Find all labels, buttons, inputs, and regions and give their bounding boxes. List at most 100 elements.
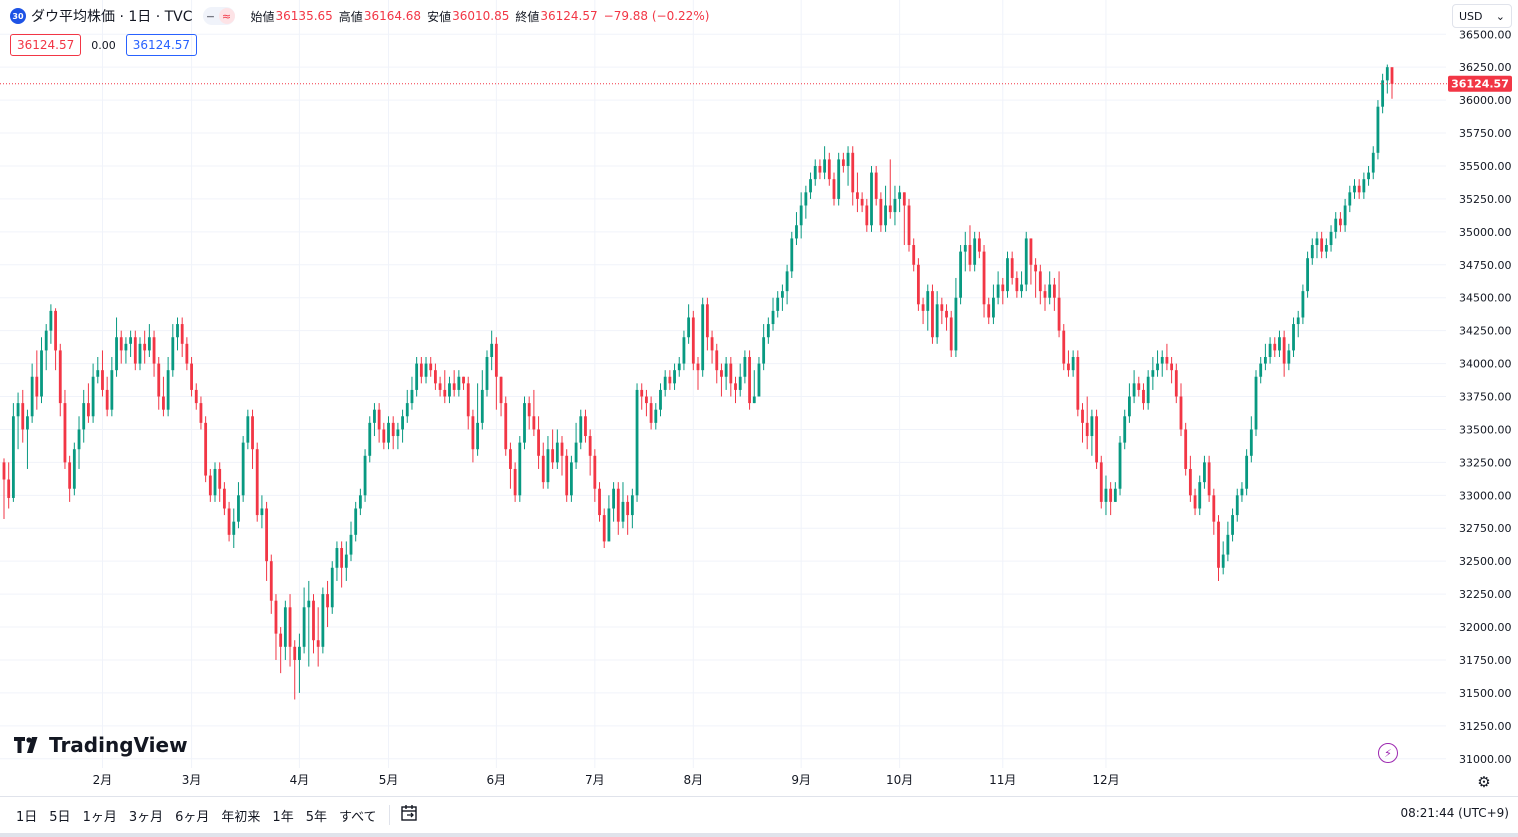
tradingview-logo[interactable]: TradingView: [14, 733, 188, 757]
candle: [616, 482, 620, 535]
candle: [471, 409, 475, 463]
candle: [480, 370, 484, 430]
candle: [466, 376, 470, 430]
candle: [795, 212, 798, 246]
candle-body: [654, 409, 658, 423]
candle-body: [1057, 297, 1061, 331]
hide-legend-icon[interactable]: −: [205, 9, 216, 23]
candle: [1156, 350, 1159, 377]
range-5d[interactable]: 5日: [49, 809, 71, 825]
candle: [968, 225, 972, 272]
chart-canvas[interactable]: 36124.57 31000.00 31250.00 31500.00 31750.0…: [0, 0, 1518, 796]
gear-icon[interactable]: ⚙: [1477, 773, 1491, 791]
candle-body: [560, 442, 564, 456]
candle-body: [762, 337, 766, 364]
candle-body: [152, 337, 156, 364]
candle-body: [1076, 356, 1080, 410]
time-tick-label: 12月: [1092, 773, 1119, 787]
approx-icon[interactable]: ≈: [218, 8, 235, 24]
candle: [1207, 455, 1211, 502]
candle: [996, 271, 1000, 305]
candle: [190, 356, 193, 397]
candle: [1165, 343, 1169, 371]
candle-body: [1240, 488, 1244, 496]
candle: [598, 482, 601, 522]
range-1m[interactable]: 1ヶ月: [82, 809, 117, 825]
candle-body: [949, 317, 953, 351]
candle-body: [373, 409, 376, 423]
range-3m[interactable]: 3ヶ月: [128, 809, 164, 825]
buy-button[interactable]: 36124.57: [125, 34, 198, 56]
candle-body: [1062, 330, 1066, 364]
candle: [541, 442, 545, 489]
candle-body: [748, 356, 751, 404]
candle: [162, 376, 165, 417]
candle: [1085, 396, 1089, 450]
price-tick-label: 32750.00: [1459, 522, 1512, 535]
candle: [7, 462, 11, 509]
price-tick-label: 33750.00: [1459, 391, 1512, 404]
candle: [940, 297, 944, 325]
price-tick-label: 33250.00: [1459, 456, 1512, 469]
candle: [1118, 436, 1122, 496]
candle: [720, 363, 723, 397]
sell-button[interactable]: 36124.57: [10, 34, 82, 56]
range-1d[interactable]: 1日: [16, 809, 38, 825]
candle-body: [668, 376, 672, 384]
candle: [837, 152, 841, 206]
candle-body: [902, 192, 906, 206]
price-tick-label: 34750.00: [1459, 259, 1512, 272]
legend-toggle[interactable]: − ≈: [202, 7, 235, 25]
range-1y[interactable]: 1年: [272, 809, 294, 825]
candle-body: [584, 416, 587, 437]
candle: [504, 396, 508, 456]
lightning-icon[interactable]: ⚡: [1378, 743, 1398, 763]
candle: [330, 561, 334, 614]
candle: [1353, 179, 1356, 199]
range-ytd[interactable]: 年初来: [221, 809, 261, 825]
high-label: 高値: [338, 9, 363, 24]
calendar-goto-icon[interactable]: [400, 804, 418, 826]
candle: [898, 185, 902, 213]
candle-body: [1043, 291, 1047, 298]
candle-body: [1203, 462, 1206, 483]
candle-body: [720, 370, 723, 377]
candle: [710, 330, 714, 364]
candle: [569, 455, 573, 502]
candle-body: [382, 429, 386, 443]
candle-body: [1376, 106, 1380, 153]
currency-select[interactable]: USD ⌄: [1452, 4, 1512, 28]
candle-body: [1231, 515, 1234, 535]
candle: [949, 310, 953, 357]
candle-body: [30, 376, 34, 417]
logo-text: TradingView: [49, 733, 188, 757]
candle: [326, 580, 329, 628]
candle: [982, 245, 986, 318]
high-value: 36164.68: [363, 9, 422, 23]
candle: [588, 429, 592, 476]
symbol-title[interactable]: ダウ平均株価 · 1日 · TVC: [31, 9, 193, 25]
candle: [813, 159, 817, 186]
candle-body: [687, 317, 691, 338]
clock-timezone[interactable]: 08:21:44 (UTC+9): [1400, 806, 1509, 820]
candle: [1306, 251, 1310, 298]
range-6m[interactable]: 6ヶ月: [175, 809, 210, 825]
candle-body: [1170, 363, 1174, 371]
candle-body: [649, 403, 653, 423]
candle-body: [898, 192, 902, 199]
range-5y[interactable]: 5年: [305, 809, 327, 825]
candle: [766, 317, 770, 344]
candle: [1245, 449, 1249, 496]
candle-body: [476, 422, 480, 450]
candle: [433, 363, 437, 390]
candle: [1367, 165, 1370, 186]
candle-body: [480, 389, 484, 423]
candle-body: [1198, 482, 1202, 509]
candle-body: [405, 403, 409, 417]
time-tick-label: 5月: [379, 773, 399, 787]
candle-body: [1010, 258, 1014, 278]
candle: [893, 185, 897, 226]
candle: [973, 231, 977, 272]
candle-body: [621, 501, 625, 522]
range-all[interactable]: すべて: [338, 809, 377, 825]
